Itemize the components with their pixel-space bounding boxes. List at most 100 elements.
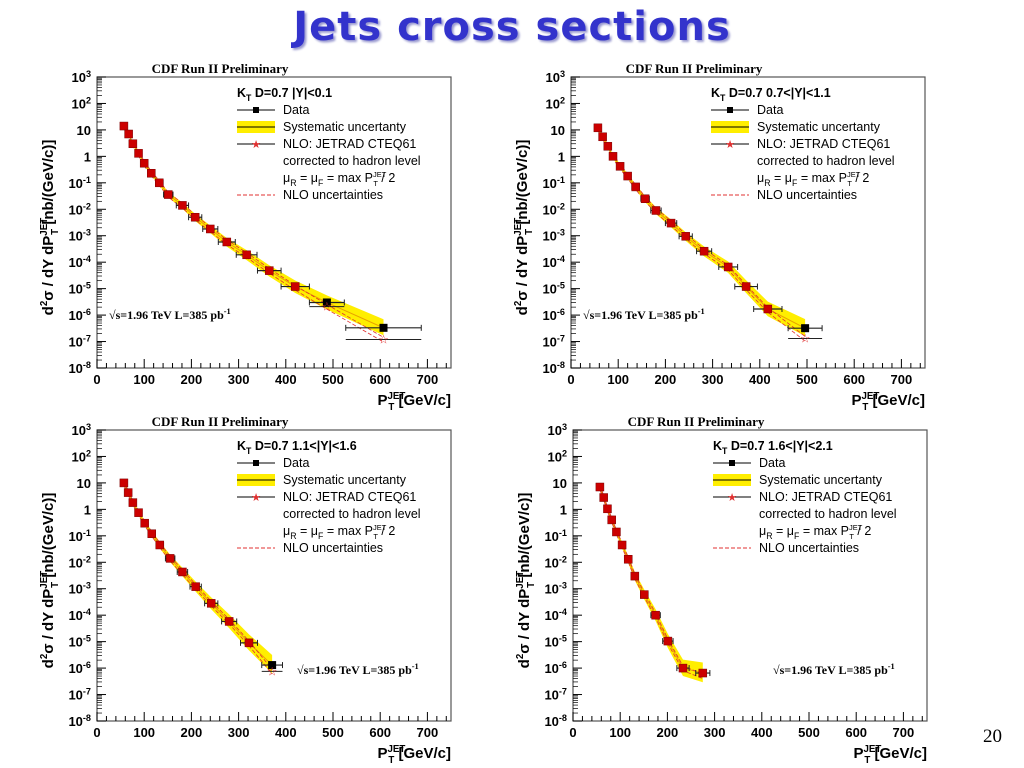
legend-nlo-star-icon: ★ bbox=[725, 139, 735, 151]
data-point bbox=[265, 266, 274, 275]
y-axis-title: d2σ / dY dPJETT [nb/(GeV/c)] bbox=[513, 140, 535, 316]
data-point bbox=[681, 232, 690, 241]
y-tick-label: 10-4 bbox=[68, 254, 91, 270]
x-axis-title: PJET T [GeV/c] bbox=[853, 744, 927, 766]
legend-data-marker bbox=[253, 460, 259, 466]
legend-label: NLO uncertainties bbox=[757, 188, 857, 202]
y-tick-label: 10-2 bbox=[544, 554, 567, 570]
x-tick-label: 200 bbox=[181, 725, 203, 740]
data-point bbox=[612, 527, 621, 537]
chart-title: CDF Run II Preliminary bbox=[152, 61, 289, 76]
energy-luminosity-label: √s=1.96 TeV L=385 pb-1 bbox=[583, 307, 705, 322]
data-point bbox=[599, 493, 608, 502]
systematic-band bbox=[597, 126, 806, 337]
y-tick-label: 10 bbox=[77, 123, 91, 138]
data-point bbox=[128, 498, 138, 507]
data-point bbox=[165, 554, 175, 563]
band-center-line bbox=[599, 486, 703, 674]
x-tick-label: 200 bbox=[655, 372, 677, 387]
y-tick-label: 10-5 bbox=[68, 281, 91, 297]
x-tick-label: 0 bbox=[569, 725, 576, 740]
data-point bbox=[801, 324, 810, 333]
plot-frame bbox=[96, 429, 452, 722]
band-center-line bbox=[597, 127, 806, 329]
data-point bbox=[379, 323, 388, 332]
slide-title: Jets cross sections bbox=[293, 4, 731, 50]
legend-header: KT D=0.7 1.6<|Y|<2.1 bbox=[713, 439, 833, 456]
data-point bbox=[147, 168, 156, 178]
y-tick-label: 10 bbox=[553, 476, 567, 491]
data-point bbox=[607, 515, 616, 525]
y-tick-label: 103 bbox=[545, 69, 565, 85]
y-tick-label: 103 bbox=[547, 422, 567, 438]
chart-title: CDF Run II Preliminary bbox=[628, 414, 765, 429]
y-tick-label: 10-5 bbox=[68, 634, 91, 650]
y-tick-label: 10-6 bbox=[542, 307, 565, 323]
panel-rapidity-3: CDF Run II Preliminary 103 102 10 1 10-1 10-2 1… bbox=[476, 413, 988, 767]
data-point bbox=[593, 123, 603, 133]
legend-data-marker bbox=[253, 107, 259, 113]
x-tick-label: 400 bbox=[751, 725, 773, 740]
data-point bbox=[322, 298, 331, 307]
y-axis-title: d2σ / dY dPJETT [nb/(GeV/c)] bbox=[39, 140, 61, 316]
x-tick-label: 0 bbox=[93, 725, 100, 740]
data-point bbox=[623, 171, 632, 181]
legend-nlo-star-icon: ★ bbox=[251, 492, 261, 504]
data-point bbox=[242, 250, 251, 260]
data-point bbox=[224, 617, 234, 626]
legend-label: NLO: JETRAD CTEQ61 bbox=[283, 137, 416, 151]
chart-title: CDF Run II Preliminary bbox=[152, 414, 289, 429]
data-point bbox=[623, 555, 633, 564]
data-point bbox=[178, 201, 187, 210]
legend-label: NLO: JETRAD CTEQ61 bbox=[759, 490, 892, 504]
y-tick-label: 10-1 bbox=[542, 175, 565, 191]
systematic-band bbox=[123, 124, 384, 336]
data-point bbox=[155, 178, 164, 188]
legend-label: NLO uncertainties bbox=[283, 541, 383, 555]
legend-label: corrected to hadron level bbox=[757, 154, 895, 168]
data-point bbox=[631, 182, 640, 192]
legend-header: KT D=0.7 0.7<|Y|<1.1 bbox=[711, 86, 831, 103]
y-tick-label: 102 bbox=[71, 448, 91, 464]
data-point bbox=[723, 262, 733, 272]
x-tick-label: 400 bbox=[275, 725, 297, 740]
data-point bbox=[124, 129, 133, 139]
x-tick-label: 100 bbox=[609, 725, 631, 740]
x-tick-label: 600 bbox=[845, 725, 867, 740]
y-tick-label: 102 bbox=[547, 448, 567, 464]
nlo-star-marker: ☆ bbox=[800, 332, 811, 346]
data-point bbox=[119, 478, 129, 488]
x-tick-label: 700 bbox=[417, 725, 439, 740]
y-axis-title: d2σ / dY dPJETT [nb/(GeV/c)] bbox=[39, 493, 61, 669]
data-point bbox=[741, 282, 751, 291]
legend-label: Data bbox=[283, 103, 309, 117]
legend-label: Systematic uncertanty bbox=[759, 473, 883, 487]
y-tick-label: 10-3 bbox=[68, 581, 91, 597]
x-tick-label: 500 bbox=[798, 725, 820, 740]
data-point bbox=[134, 149, 143, 158]
legend-label: NLO: JETRAD CTEQ61 bbox=[757, 137, 890, 151]
data-point bbox=[640, 590, 649, 599]
data-point bbox=[190, 212, 200, 222]
data-point bbox=[147, 529, 157, 538]
y-tick-label: 10-2 bbox=[68, 554, 91, 570]
data-point bbox=[595, 482, 605, 492]
x-tick-label: 200 bbox=[181, 372, 203, 387]
y-tick-label: 103 bbox=[71, 422, 91, 438]
y-tick-label: 10-7 bbox=[68, 334, 91, 350]
panel-rapidity-2: CDF Run II Preliminary 103 102 10 1 10-1 10-2 1… bbox=[0, 413, 512, 767]
data-point bbox=[651, 206, 661, 215]
data-point bbox=[123, 488, 133, 497]
data-point bbox=[206, 224, 215, 234]
data-point bbox=[140, 518, 149, 528]
data-point bbox=[191, 582, 200, 591]
legend-data-marker bbox=[729, 460, 735, 466]
chart-svg: CDF Run II Preliminary10310210110-110-21… bbox=[39, 61, 452, 413]
x-tick-label: 300 bbox=[702, 372, 724, 387]
x-tick-label: 100 bbox=[607, 372, 629, 387]
y-tick-label: 10-7 bbox=[544, 687, 567, 703]
data-point bbox=[630, 571, 640, 581]
x-tick-label: 700 bbox=[893, 725, 915, 740]
y-tick-label: 102 bbox=[545, 95, 565, 111]
y-tick-label: 10-1 bbox=[68, 175, 91, 191]
